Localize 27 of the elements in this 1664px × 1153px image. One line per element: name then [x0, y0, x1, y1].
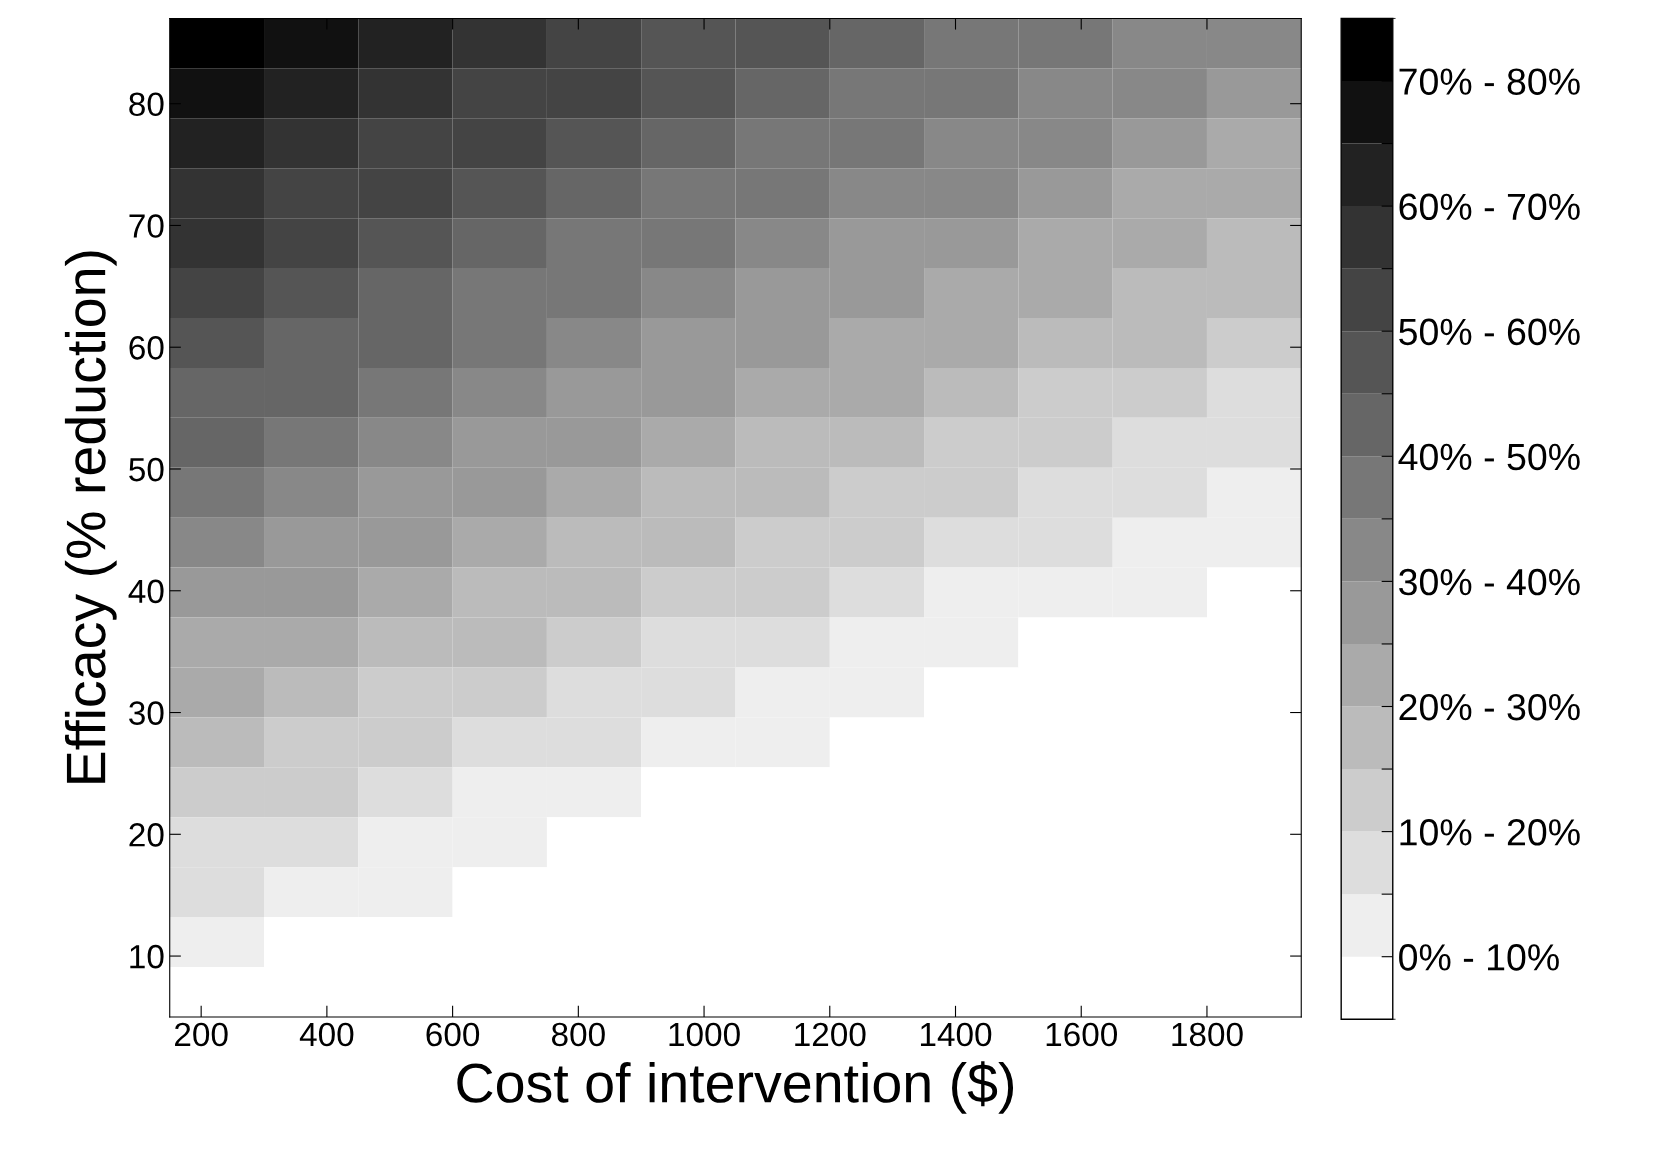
x-tick-label: 1000	[669, 1022, 740, 1047]
x-tick-label: 1200	[795, 1022, 866, 1047]
y-tick-label: 50	[129, 457, 164, 482]
x-tick-label: 600	[426, 1022, 480, 1047]
color-bar-label: 60% - 70%	[1399, 193, 1580, 221]
y-tick-label: 80	[129, 92, 164, 117]
x-tick-label: 1600	[1046, 1022, 1118, 1047]
x-tick-label: 400	[299, 1022, 354, 1047]
y-axis-title: Efficacy (% reduction)	[64, 251, 117, 783]
y-tick-label: 20	[129, 823, 164, 847]
x-tick-label: 800	[551, 1022, 605, 1047]
x-axis-title: Cost of intervention ($)	[457, 1061, 1014, 1114]
x-tick-label: 1800	[1172, 1022, 1243, 1047]
x-tick-label: 200	[175, 1022, 228, 1047]
x-tick-label: 1400	[920, 1022, 992, 1047]
color-bar-label: 0% - 10%	[1399, 944, 1559, 971]
color-bar-label: 20% - 30%	[1399, 693, 1580, 721]
y-tick-label: 60	[129, 336, 164, 360]
y-tick-label: 10	[130, 944, 164, 969]
color-bar-label: 10% - 20%	[1400, 819, 1580, 846]
y-tick-label: 30	[129, 701, 164, 725]
y-tick-label: 40	[128, 579, 164, 604]
color-bar-label: 70% - 80%	[1399, 68, 1580, 95]
color-bar-label: 50% - 60%	[1399, 318, 1580, 346]
y-tick-label: 70	[129, 214, 164, 238]
color-bar-label: 40% - 50%	[1398, 443, 1580, 471]
color-bar-label: 30% - 40%	[1399, 568, 1580, 596]
